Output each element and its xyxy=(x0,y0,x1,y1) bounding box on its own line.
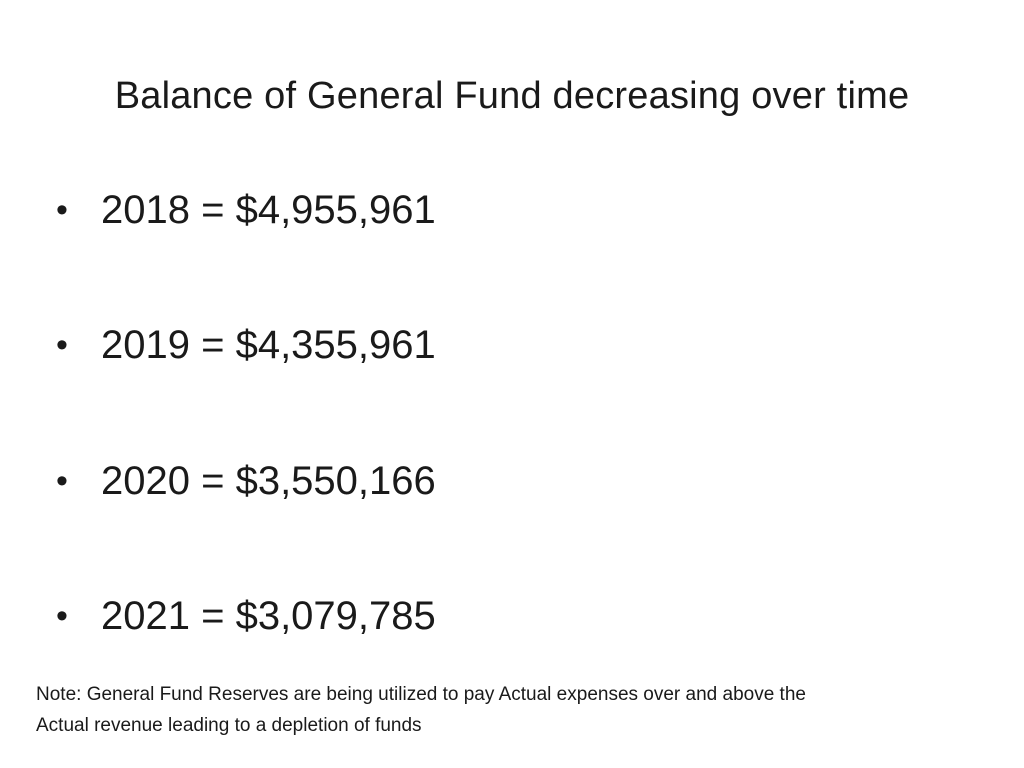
bullet-text: 2018 = $4,955,961 xyxy=(101,188,436,232)
bullet-item-2021: • 2021 = $3,079,785 xyxy=(56,586,436,646)
bullet-item-2020: • 2020 = $3,550,166 xyxy=(56,451,436,511)
bullet-marker: • xyxy=(56,597,68,635)
bullet-text: 2019 = $4,355,961 xyxy=(101,323,436,367)
slide-title: Balance of General Fund decreasing over … xyxy=(114,75,910,117)
bullet-text: 2020 = $3,550,166 xyxy=(101,459,436,503)
footnote-line-1: Note: General Fund Reserves are being ut… xyxy=(36,684,806,705)
bullet-marker: • xyxy=(56,191,68,229)
footnote-line-2: Actual revenue leading to a depletion of… xyxy=(36,715,422,736)
footnote: Note: General Fund Reserves are being ut… xyxy=(36,679,996,741)
bullet-list: • 2018 = $4,955,961 • 2019 = $4,355,961 … xyxy=(56,0,956,768)
bullet-marker: • xyxy=(56,462,68,500)
bullet-marker: • xyxy=(56,326,68,364)
bullet-item-2019: • 2019 = $4,355,961 xyxy=(56,315,436,375)
bullet-text: 2021 = $3,079,785 xyxy=(101,594,436,638)
bullet-item-2018: • 2018 = $4,955,961 xyxy=(56,180,436,240)
